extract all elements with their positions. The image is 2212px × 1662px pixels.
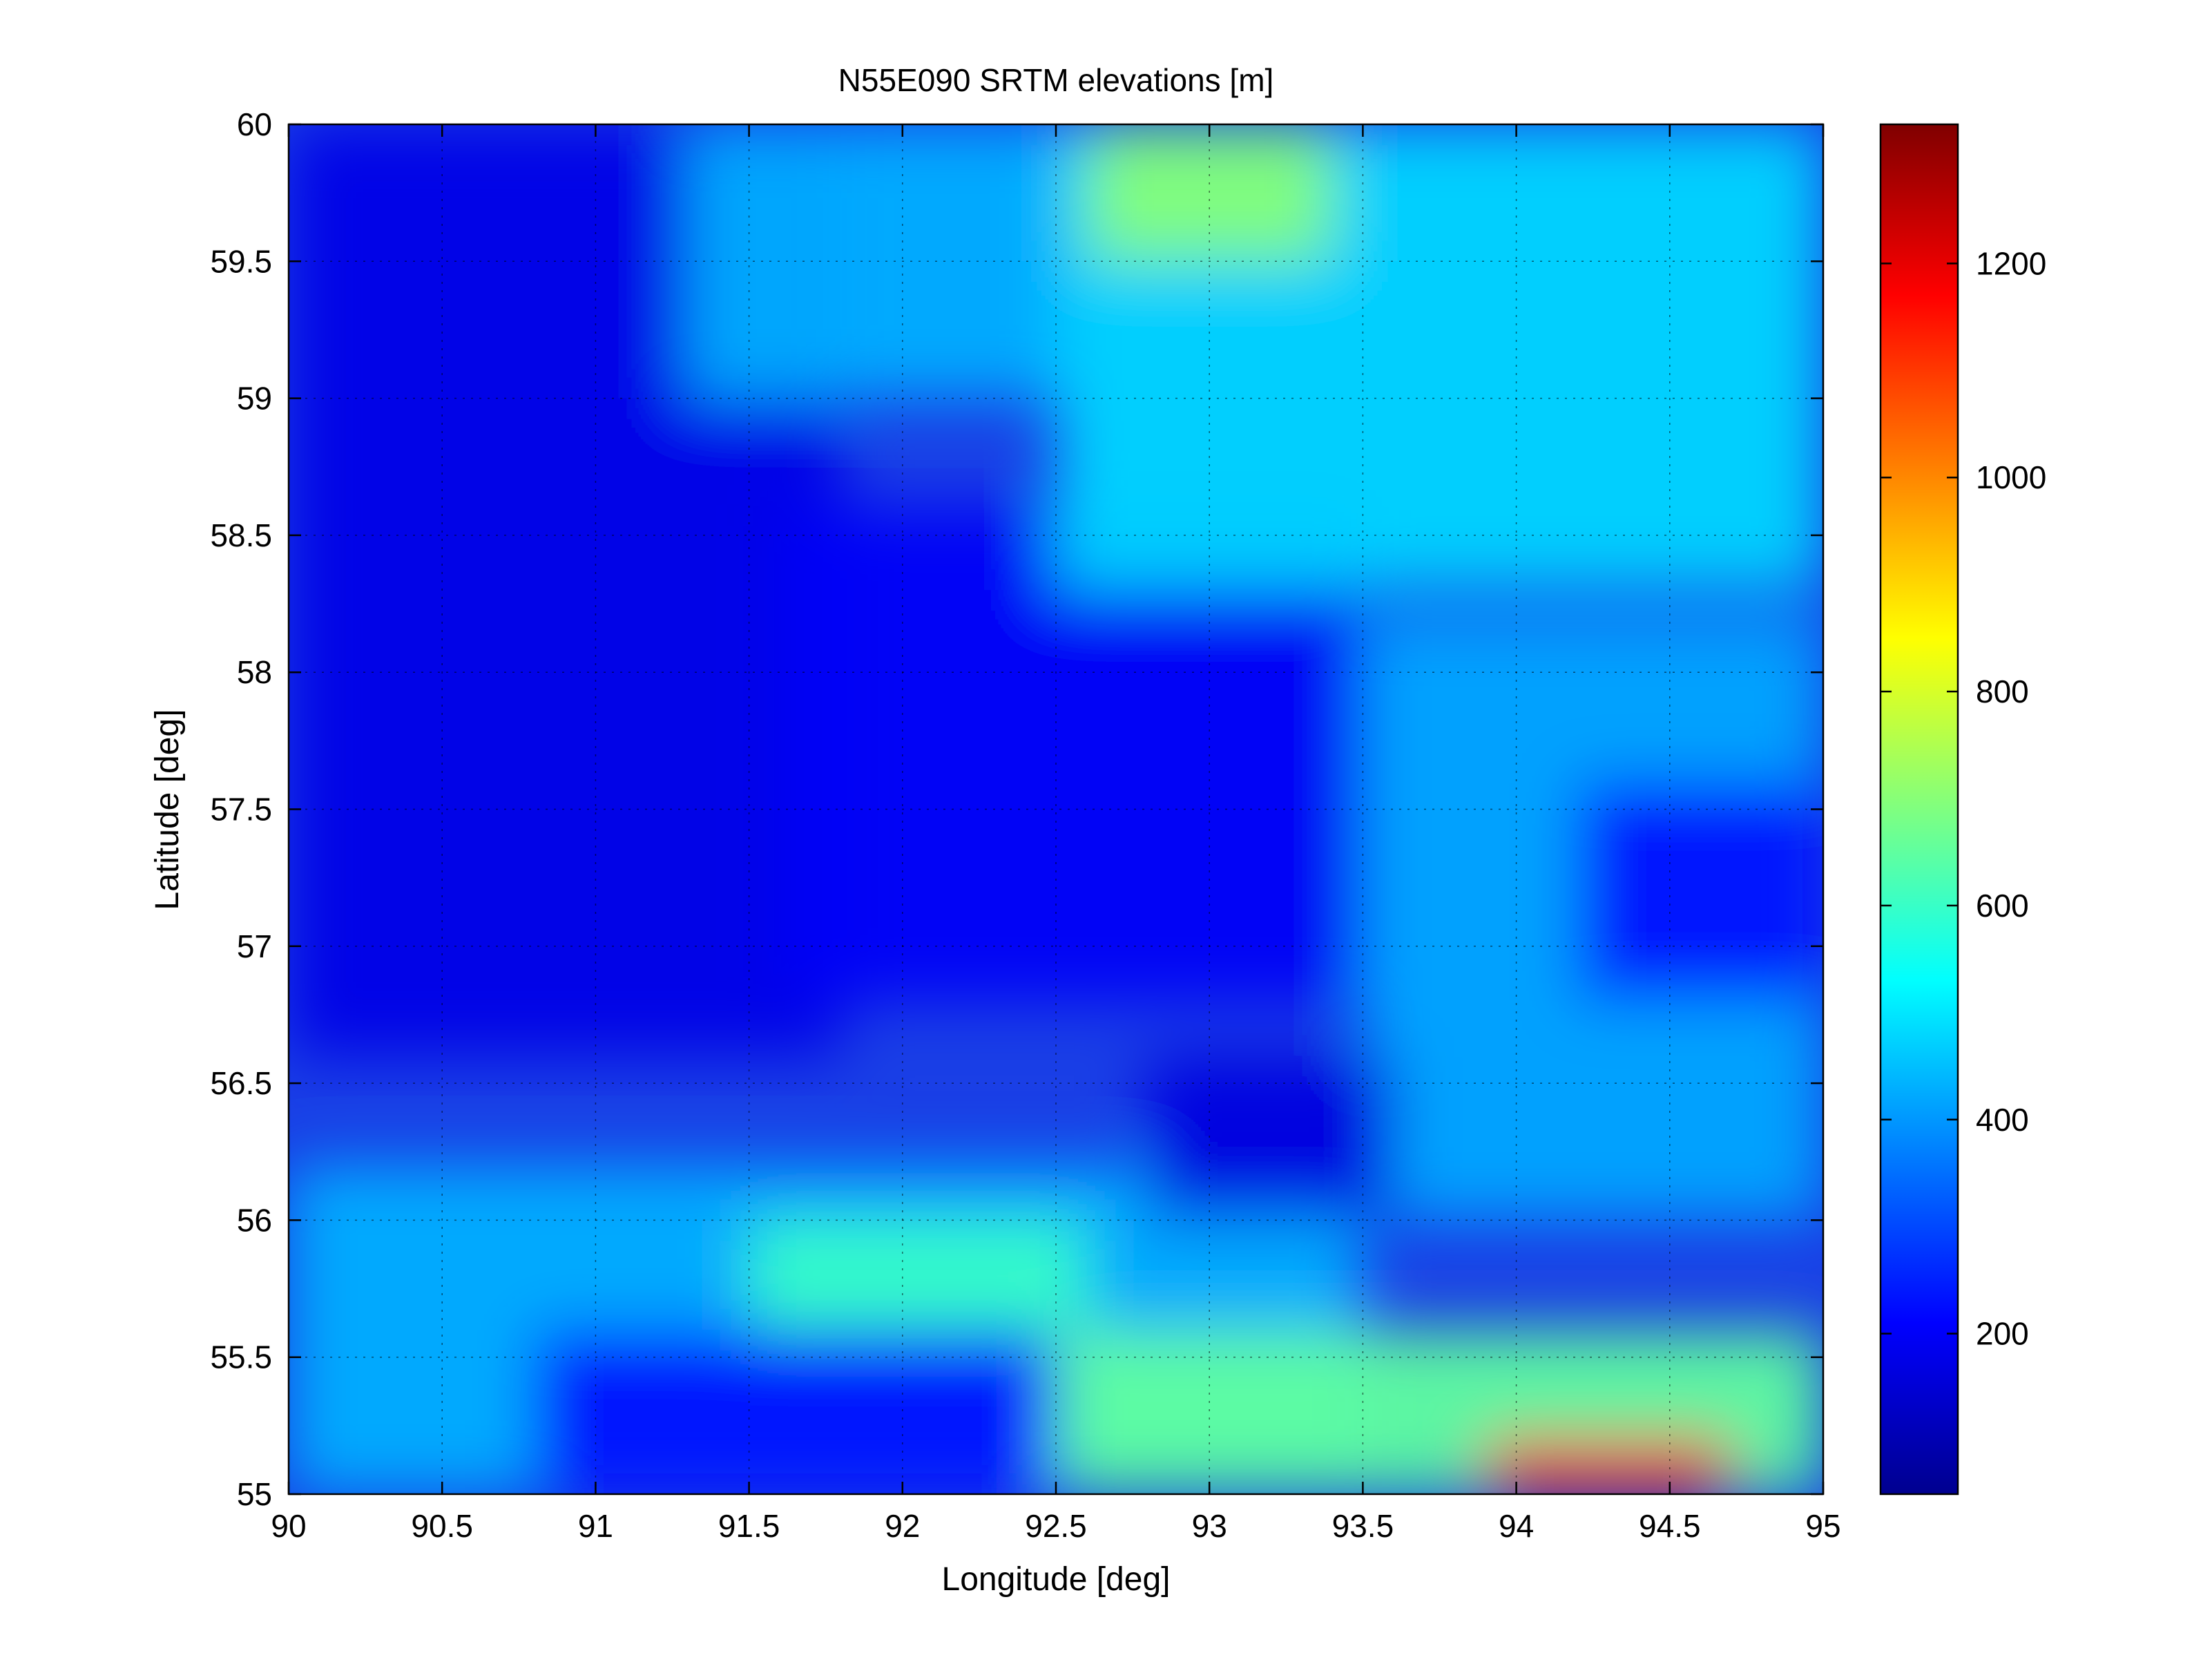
y-tick-label-58.5: 58.5 (210, 517, 272, 553)
heatmap-blur-layer (289, 124, 1823, 1494)
y-tick-label-60: 60 (237, 106, 272, 142)
x-axis-ticks: 90 90.5 91 91.5 92 92.5 93 93.5 94 94.5 95 (271, 124, 1841, 1544)
elevation-region-11 (534, 1330, 1056, 1494)
y-axis-label: Latitude [deg] (149, 709, 186, 910)
x-axis-label: Longitude [deg] (942, 1561, 1171, 1598)
colorbar-tick-label-800: 800 (1976, 674, 2029, 709)
y-tick-label-58: 58 (237, 654, 272, 690)
y-tick-label-55: 55 (237, 1476, 272, 1512)
colorbar-tick-label-200: 200 (1976, 1316, 2029, 1352)
x-tick-label-93: 93 (1192, 1508, 1227, 1544)
y-tick-label-56: 56 (237, 1202, 272, 1238)
x-tick-label-93.5: 93.5 (1332, 1508, 1394, 1544)
x-tick-label-95: 95 (1805, 1508, 1840, 1544)
x-tick-label-92.5: 92.5 (1025, 1508, 1087, 1544)
colorbar-tick-label-1000: 1000 (1976, 459, 2046, 495)
colorbar-tick-label-600: 600 (1976, 888, 2029, 924)
y-tick-label-57.5: 57.5 (210, 792, 272, 828)
colorbar (1879, 123, 1959, 1496)
y-tick-label-57: 57 (237, 928, 272, 964)
y-tick-label-59.5: 59.5 (210, 243, 272, 279)
heatmap-regions (289, 124, 1823, 1494)
elevation-region-12 (1148, 1056, 1394, 1221)
x-tick-label-90.5: 90.5 (411, 1508, 473, 1544)
elevation-region-6 (1577, 781, 1823, 1002)
x-tick-label-91: 91 (578, 1508, 613, 1544)
colorbar-tick-label-400: 400 (1976, 1102, 2029, 1138)
colorbar-tick-label-1200: 1200 (1976, 245, 2046, 281)
y-tick-label-56.5: 56.5 (210, 1065, 272, 1101)
chart-title: N55E090 SRTM elevations [m] (838, 62, 1274, 98)
elevation-region-10 (1485, 1439, 1731, 1494)
elevation-region-2 (687, 124, 1056, 399)
x-tick-label-94.5: 94.5 (1639, 1508, 1701, 1544)
elevation-region-4 (1086, 124, 1332, 262)
x-tick-label-91.5: 91.5 (718, 1508, 780, 1544)
y-tick-label-59: 59 (237, 381, 272, 417)
colorbar-ticks: 200 400 600 800 1000 1200 (1881, 245, 2046, 1352)
y-tick-label-55.5: 55.5 (210, 1339, 272, 1375)
y-axis-ticks: 55 55.5 56 56.5 57 57.5 58 58.5 59 59.5 60 (210, 106, 1823, 1512)
x-tick-label-94: 94 (1499, 1508, 1534, 1544)
x-tick-label-92: 92 (885, 1508, 920, 1544)
x-tick-label-90: 90 (271, 1508, 306, 1544)
